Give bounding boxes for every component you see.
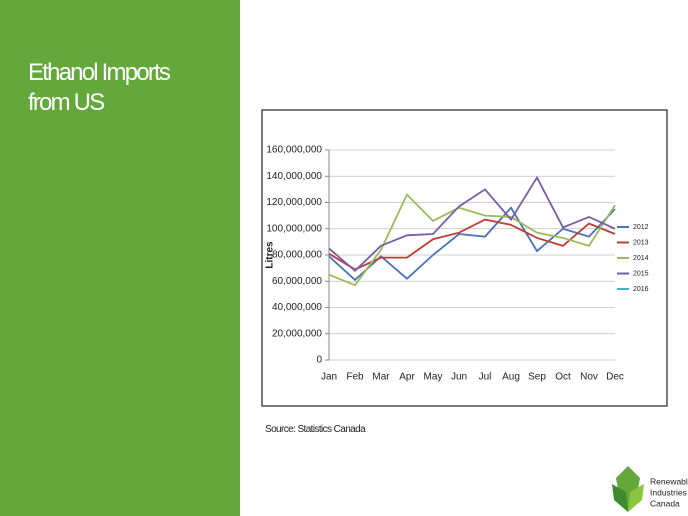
y-tick-label: 80,000,000 (272, 250, 322, 261)
x-tick-label: Aug (502, 372, 520, 383)
logo-text: Renewable (650, 476, 688, 486)
source-note: Source: Statistics Canada (265, 424, 366, 435)
x-tick-label: Apr (399, 372, 415, 383)
x-tick-label: Nov (580, 372, 598, 383)
legend-label: 2015 (633, 270, 649, 277)
x-tick-label: Mar (372, 372, 390, 383)
chart-frame (261, 109, 668, 407)
x-tick-label: Feb (346, 372, 364, 383)
series-line (328, 175, 616, 272)
series-line (328, 193, 616, 287)
logo-text: Canada (650, 498, 680, 508)
x-tick-label: Dec (606, 372, 624, 383)
y-tick-label: 60,000,000 (272, 276, 322, 287)
y-axis-label: Litres (265, 241, 276, 269)
side-panel (0, 0, 240, 516)
y-tick-label: 0 (316, 355, 322, 366)
y-tick-label: 140,000,000 (266, 171, 322, 182)
series-line (328, 218, 616, 271)
y-tick-label: 120,000,000 (266, 197, 322, 208)
logo-leaf (628, 484, 644, 512)
y-tick-label: 160,000,000 (266, 145, 322, 156)
y-tick-label: 100,000,000 (266, 223, 322, 234)
x-tick-label: Jul (479, 372, 492, 383)
x-tick-label: Sep (528, 372, 546, 383)
x-tick-label: Oct (555, 372, 571, 383)
slide-title: Ethanol Imports from US (28, 59, 171, 116)
legend-label: 2013 (633, 239, 649, 246)
logo: Renewable Industries Canada (612, 466, 688, 512)
logo-leaf (612, 484, 628, 512)
x-tick-label: Jan (321, 372, 337, 383)
logo-text: Industries (650, 487, 687, 497)
legend-label: 2012 (633, 224, 649, 231)
y-tick-label: 20,000,000 (272, 328, 322, 339)
legend-label: 2014 (633, 255, 649, 262)
legend-label: 2016 (633, 286, 649, 293)
y-tick-label: 40,000,000 (272, 302, 322, 313)
x-tick-label: May (424, 372, 443, 383)
x-tick-label: Jun (451, 372, 467, 383)
